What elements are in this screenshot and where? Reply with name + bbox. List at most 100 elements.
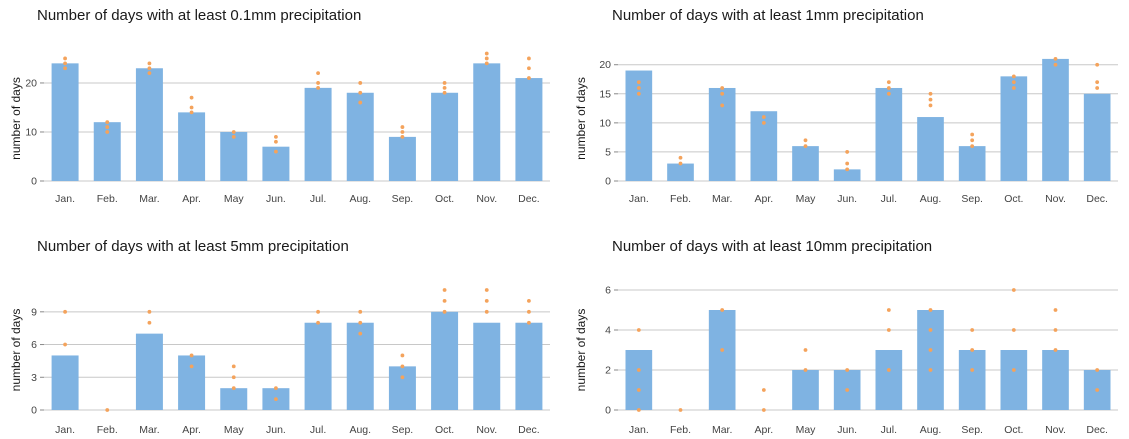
bar-Oct.	[431, 93, 458, 181]
y-tick-label: 3	[31, 372, 37, 384]
x-tick-label: Sep.	[392, 424, 414, 436]
data-point	[274, 135, 278, 139]
y-tick-label: 0	[605, 405, 611, 417]
data-point	[1095, 80, 1099, 84]
data-point	[929, 98, 933, 102]
data-point	[316, 86, 320, 90]
x-tick-label: May	[224, 193, 245, 205]
data-point	[720, 308, 724, 312]
data-point	[63, 61, 67, 65]
x-tick-label: Jun.	[837, 193, 857, 205]
x-tick-label: Dec.	[518, 193, 540, 205]
bar-Sep.	[959, 350, 986, 410]
x-tick-label: Feb.	[97, 424, 118, 436]
data-point	[190, 106, 194, 110]
data-point	[679, 156, 683, 160]
data-point	[970, 348, 974, 352]
data-point	[358, 321, 362, 325]
bar-Mar.	[136, 68, 163, 181]
data-point	[443, 310, 447, 314]
data-point	[443, 288, 447, 292]
bar-Oct.	[431, 312, 458, 410]
bar-Apr.	[178, 355, 205, 410]
data-point	[804, 144, 808, 148]
data-point	[637, 408, 641, 412]
x-tick-label: May	[796, 424, 817, 436]
x-tick-label: Aug.	[920, 424, 942, 436]
x-tick-label: Dec.	[518, 424, 540, 436]
bar-Aug.	[917, 117, 944, 181]
data-point	[637, 328, 641, 332]
bar-Nov.	[473, 63, 500, 181]
data-point	[401, 364, 405, 368]
chart-panel-4: Number of days with at least 10mm precip…	[574, 238, 1118, 436]
x-tick-label: May	[796, 193, 817, 205]
x-tick-label: Jun.	[266, 193, 286, 205]
data-point	[1054, 348, 1058, 352]
data-point	[105, 408, 109, 412]
data-point	[970, 133, 974, 137]
bar-May	[792, 370, 819, 410]
x-tick-label: Nov.	[1045, 424, 1066, 436]
data-point	[232, 135, 236, 139]
x-tick-label: Jan.	[629, 193, 649, 205]
data-point	[274, 386, 278, 390]
x-tick-label: Dec.	[1086, 193, 1108, 205]
y-tick-label: 15	[599, 88, 611, 100]
data-point	[232, 130, 236, 134]
data-point	[358, 101, 362, 105]
data-point	[232, 386, 236, 390]
bar-May	[220, 132, 247, 181]
data-point	[358, 91, 362, 95]
data-point	[929, 328, 933, 332]
data-point	[316, 321, 320, 325]
data-point	[232, 364, 236, 368]
x-tick-label: Jul.	[881, 424, 897, 436]
x-tick-label: Aug.	[920, 193, 942, 205]
data-point	[845, 167, 849, 171]
chart-title: Number of days with at least 0.1mm preci…	[37, 7, 361, 24]
bar-Jul.	[305, 323, 332, 410]
data-point	[970, 328, 974, 332]
data-point	[1012, 328, 1016, 332]
bar-Jul.	[876, 350, 903, 410]
data-point	[443, 299, 447, 303]
bar-Sep.	[389, 366, 416, 410]
x-tick-label: Aug.	[349, 193, 371, 205]
x-tick-label: Apr.	[754, 424, 773, 436]
bar-Mar.	[709, 310, 736, 410]
y-axis-label: number of days	[9, 77, 23, 160]
data-point	[316, 81, 320, 85]
x-tick-label: Feb.	[670, 193, 691, 205]
data-point	[929, 368, 933, 372]
bar-Aug.	[917, 310, 944, 410]
x-tick-label: Dec.	[1086, 424, 1108, 436]
bar-Oct.	[1001, 350, 1028, 410]
bar-Nov.	[1042, 59, 1069, 181]
data-point	[443, 86, 447, 90]
data-point	[679, 408, 683, 412]
bar-Aug.	[347, 323, 374, 410]
x-tick-label: Jul.	[310, 193, 326, 205]
data-point	[637, 388, 641, 392]
data-point	[190, 96, 194, 100]
data-point	[720, 86, 724, 90]
data-point	[485, 57, 489, 61]
data-point	[1054, 57, 1058, 61]
data-point	[1095, 388, 1099, 392]
x-tick-label: Nov.	[476, 424, 497, 436]
data-point	[720, 104, 724, 108]
data-point	[527, 76, 531, 80]
data-point	[401, 354, 405, 358]
bar-Mar.	[709, 88, 736, 181]
y-tick-label: 0	[31, 405, 37, 417]
x-tick-label: Jan.	[55, 424, 75, 436]
data-point	[358, 332, 362, 336]
x-tick-label: Sep.	[392, 193, 414, 205]
x-tick-label: Mar.	[139, 424, 159, 436]
data-point	[63, 310, 67, 314]
bar-Dec.	[515, 78, 542, 181]
bar-Sep.	[959, 146, 986, 181]
